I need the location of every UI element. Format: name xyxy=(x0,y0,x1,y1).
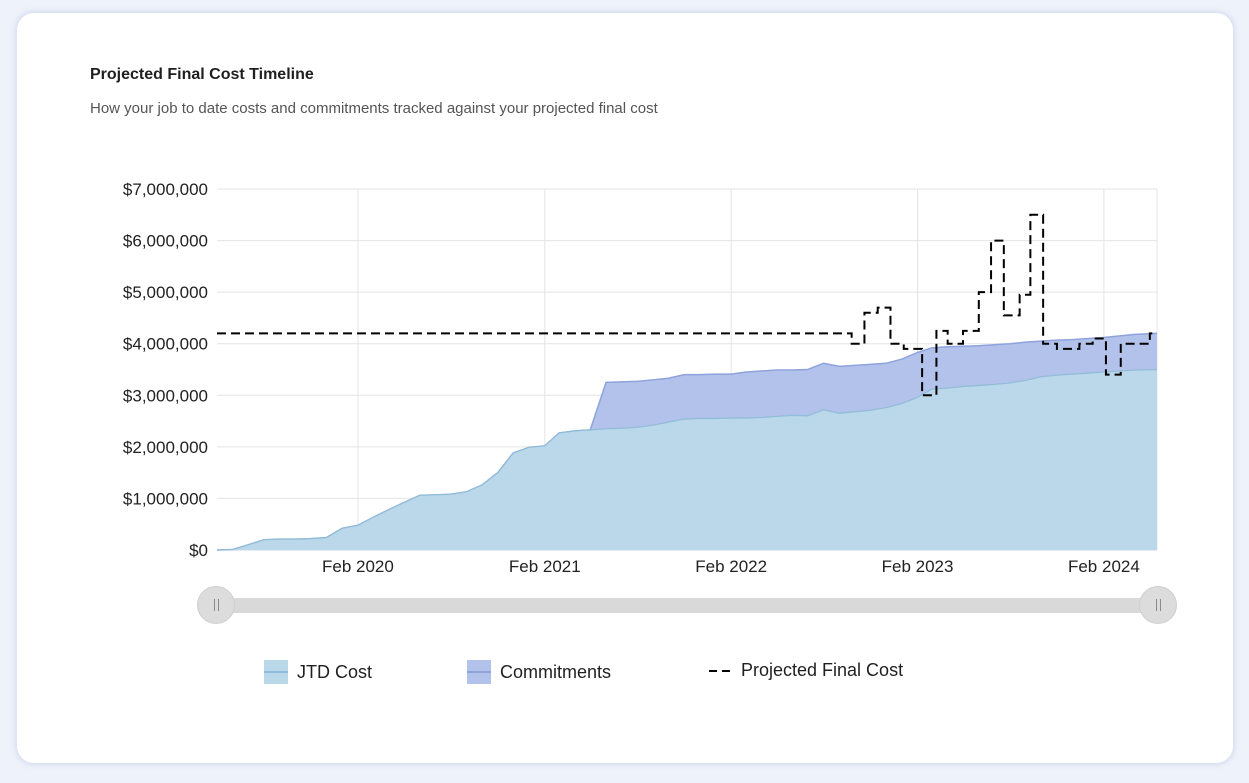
y-tick-label: $5,000,000 xyxy=(123,283,208,302)
y-tick-label: $2,000,000 xyxy=(123,438,208,457)
series-area-jtd-cost xyxy=(217,369,1157,550)
chart-title: Projected Final Cost Timeline xyxy=(90,66,314,83)
range-slider-end-handle[interactable] xyxy=(1139,586,1177,624)
series-line-jtd-cost xyxy=(216,368,1158,551)
legend-swatch-jtd-icon xyxy=(264,660,288,684)
legend-item-jtd-cost[interactable]: JTD Cost xyxy=(264,660,372,684)
y-tick-label: $7,000,000 xyxy=(123,180,208,199)
chart-subtitle: How your job to date costs and commitmen… xyxy=(90,100,658,117)
y-tick-label: $6,000,000 xyxy=(123,232,208,251)
legend-item-commitments[interactable]: Commitments xyxy=(467,660,611,684)
grip-icon xyxy=(1155,599,1161,611)
legend-label-commitments: Commitments xyxy=(500,661,612,682)
y-tick-label: $4,000,000 xyxy=(123,335,208,354)
legend-swatch-commitments-icon xyxy=(467,660,491,684)
grip-icon xyxy=(213,599,219,611)
axis-labels: $0 $1,000,000 $2,000,000 $3,000,000 $4,000,0… xyxy=(123,180,1140,576)
legend-label-projected-final-cost: Projected Final Cost xyxy=(741,660,904,680)
x-tick-label: Feb 2023 xyxy=(882,557,954,576)
y-tick-label: $3,000,000 xyxy=(123,386,208,405)
legend-label-jtd-cost: JTD Cost xyxy=(297,661,373,682)
range-slider-start-handle[interactable] xyxy=(197,586,235,624)
y-tick-label: $0 xyxy=(189,541,208,560)
legend-item-projected-final-cost[interactable]: Projected Final Cost xyxy=(709,660,903,681)
x-tick-label: Feb 2022 xyxy=(695,557,767,576)
x-tick-label: Feb 2020 xyxy=(322,557,394,576)
legend-dash-icon xyxy=(709,669,733,672)
y-tick-label: $1,000,000 xyxy=(123,489,208,508)
range-slider-track[interactable] xyxy=(217,598,1157,613)
x-tick-label: Feb 2024 xyxy=(1068,557,1140,576)
x-tick-label: Feb 2021 xyxy=(509,557,581,576)
